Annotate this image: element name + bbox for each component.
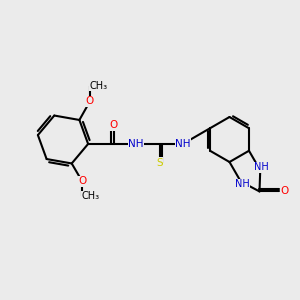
Text: O: O — [86, 96, 94, 106]
Text: O: O — [78, 176, 86, 187]
Text: CH₃: CH₃ — [89, 81, 107, 91]
Text: O: O — [280, 186, 289, 197]
Text: S: S — [156, 158, 163, 167]
Text: NH: NH — [128, 139, 144, 149]
Text: NH: NH — [175, 139, 191, 149]
Text: NH: NH — [254, 162, 269, 172]
Text: NH: NH — [235, 179, 250, 190]
Text: CH₃: CH₃ — [82, 191, 100, 202]
Text: O: O — [110, 120, 118, 130]
